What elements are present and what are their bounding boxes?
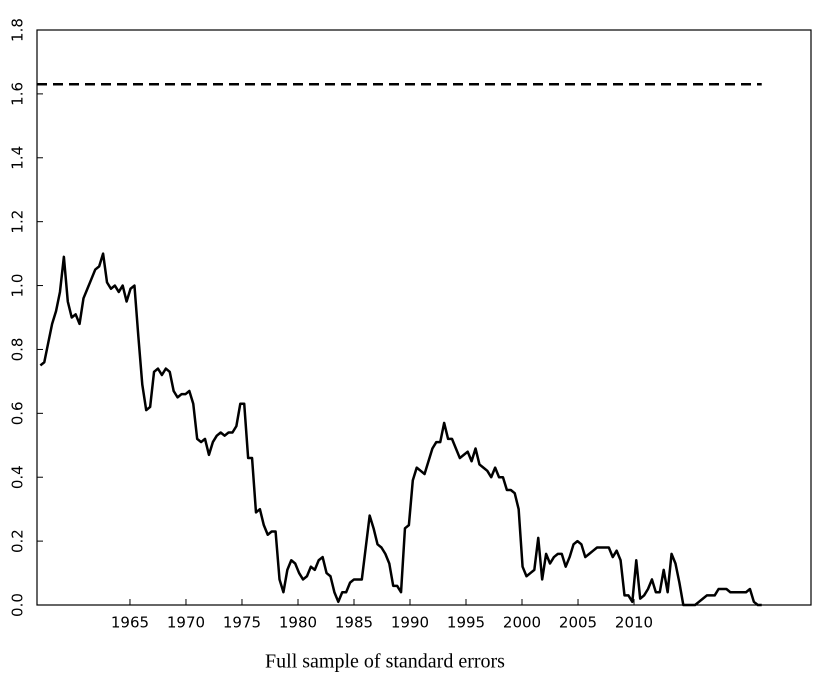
x-tick-label: 1965 (111, 614, 149, 632)
x-tick-label: 1980 (279, 614, 317, 632)
y-tick-label: 1.8 (9, 18, 27, 42)
y-tick-label: 0.0 (9, 593, 27, 617)
x-tick-label: 1970 (167, 614, 205, 632)
y-tick-label: 0.4 (9, 465, 27, 489)
x-axis-label: Full sample of standard errors (265, 651, 505, 673)
x-tick-label: 2005 (559, 614, 597, 632)
y-tick-label: 0.2 (9, 529, 27, 553)
y-tick-label: 0.6 (9, 401, 27, 425)
y-tick-label: 1.4 (9, 146, 27, 170)
x-tick-label: 1990 (391, 614, 429, 632)
x-tick-label: 1975 (223, 614, 261, 632)
y-tick-label: 1.6 (9, 82, 27, 106)
data-line (39, 252, 762, 607)
x-tick-label: 2000 (503, 614, 541, 632)
x-tick-label: 1995 (447, 614, 485, 632)
x-tick-label: 2010 (615, 614, 653, 632)
y-tick-label: 1.0 (9, 274, 27, 298)
x-tick-label: 1985 (335, 614, 373, 632)
plot-frame (36, 29, 812, 606)
y-tick-label: 0.8 (9, 338, 27, 362)
y-tick-label: 1.2 (9, 210, 27, 234)
